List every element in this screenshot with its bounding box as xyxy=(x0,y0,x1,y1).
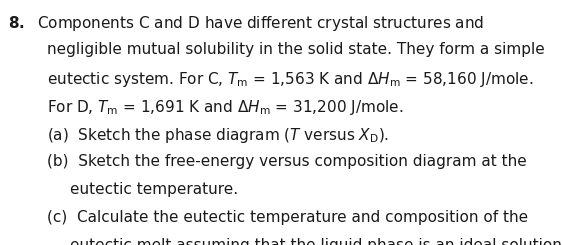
Text: (b)  Sketch the free-energy versus composition diagram at the: (b) Sketch the free-energy versus compos… xyxy=(47,154,527,169)
Text: $\mathbf{8.}$  Components C and D have different crystal structures and: $\mathbf{8.}$ Components C and D have di… xyxy=(8,14,484,33)
Text: eutectic system. For C, $T_{\mathrm{m}}$ = 1,563 K and $\Delta H_{\mathrm{m}}$ =: eutectic system. For C, $T_{\mathrm{m}}$… xyxy=(47,70,533,89)
Text: negligible mutual solubility in the solid state. They form a simple: negligible mutual solubility in the soli… xyxy=(47,42,545,57)
Text: (a)  Sketch the phase diagram ($T$ versus $X_{\mathrm{D}}$).: (a) Sketch the phase diagram ($T$ versus… xyxy=(47,126,389,145)
Text: eutectic temperature.: eutectic temperature. xyxy=(70,182,238,197)
Text: eutectic melt assuming that the liquid phase is an ideal solution.: eutectic melt assuming that the liquid p… xyxy=(70,238,563,245)
Text: For D, $T_{\mathrm{m}}$ = 1,691 K and $\Delta H_{\mathrm{m}}$ = 31,200 J/mole.: For D, $T_{\mathrm{m}}$ = 1,691 K and $\… xyxy=(47,98,403,117)
Text: (c)  Calculate the eutectic temperature and composition of the: (c) Calculate the eutectic temperature a… xyxy=(47,210,528,225)
